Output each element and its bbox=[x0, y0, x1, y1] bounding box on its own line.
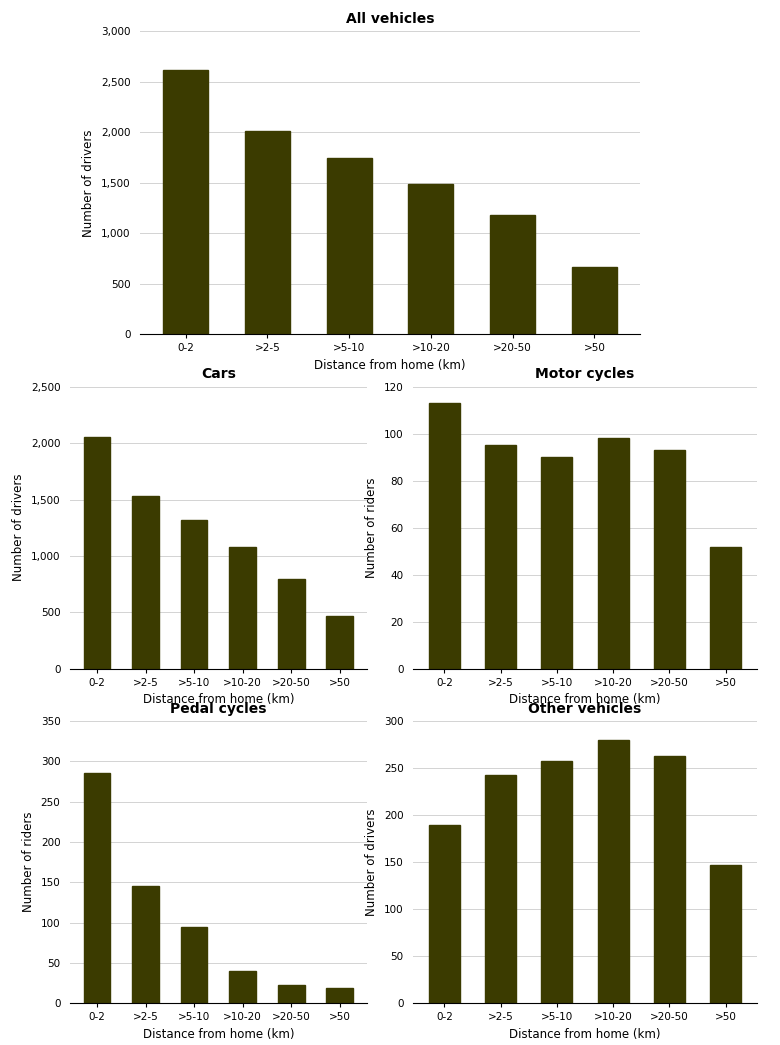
X-axis label: Distance from home (km): Distance from home (km) bbox=[509, 694, 661, 706]
Title: Motor cycles: Motor cycles bbox=[535, 367, 635, 381]
Y-axis label: Number of drivers: Number of drivers bbox=[12, 474, 25, 581]
Bar bbox=[597, 439, 629, 669]
Bar bbox=[133, 885, 159, 1003]
Bar bbox=[485, 774, 516, 1003]
Bar bbox=[245, 132, 290, 334]
Title: Pedal cycles: Pedal cycles bbox=[170, 701, 267, 716]
Bar bbox=[327, 158, 371, 334]
Bar bbox=[541, 458, 573, 669]
Title: Cars: Cars bbox=[201, 367, 236, 381]
Y-axis label: Number of riders: Number of riders bbox=[365, 478, 378, 578]
Bar bbox=[654, 450, 685, 669]
Bar bbox=[597, 740, 629, 1003]
Bar bbox=[133, 496, 159, 669]
Bar bbox=[654, 756, 685, 1003]
X-axis label: Distance from home (km): Distance from home (km) bbox=[143, 1028, 294, 1041]
Bar bbox=[429, 825, 460, 1003]
Y-axis label: Number of riders: Number of riders bbox=[22, 812, 35, 912]
X-axis label: Distance from home (km): Distance from home (km) bbox=[314, 359, 466, 372]
Bar bbox=[485, 445, 516, 669]
Bar bbox=[229, 548, 256, 669]
Y-axis label: Number of drivers: Number of drivers bbox=[83, 130, 95, 236]
Bar bbox=[541, 761, 573, 1003]
Bar bbox=[326, 617, 353, 669]
Bar bbox=[83, 438, 111, 669]
Bar bbox=[278, 984, 304, 1003]
X-axis label: Distance from home (km): Distance from home (km) bbox=[143, 694, 294, 706]
Bar bbox=[429, 403, 460, 669]
Bar bbox=[229, 971, 256, 1003]
Bar bbox=[409, 184, 453, 334]
Bar bbox=[181, 519, 207, 669]
Bar bbox=[326, 988, 353, 1003]
Bar bbox=[710, 547, 741, 669]
Title: All vehicles: All vehicles bbox=[346, 11, 434, 26]
Bar bbox=[710, 865, 741, 1003]
Y-axis label: Number of drivers: Number of drivers bbox=[365, 809, 378, 915]
Bar bbox=[278, 579, 304, 669]
Bar bbox=[490, 214, 535, 334]
Bar bbox=[83, 772, 111, 1003]
Bar bbox=[163, 70, 208, 334]
X-axis label: Distance from home (km): Distance from home (km) bbox=[509, 1028, 661, 1041]
Bar bbox=[181, 927, 207, 1003]
Title: Other vehicles: Other vehicles bbox=[528, 701, 642, 716]
Bar bbox=[572, 268, 617, 334]
